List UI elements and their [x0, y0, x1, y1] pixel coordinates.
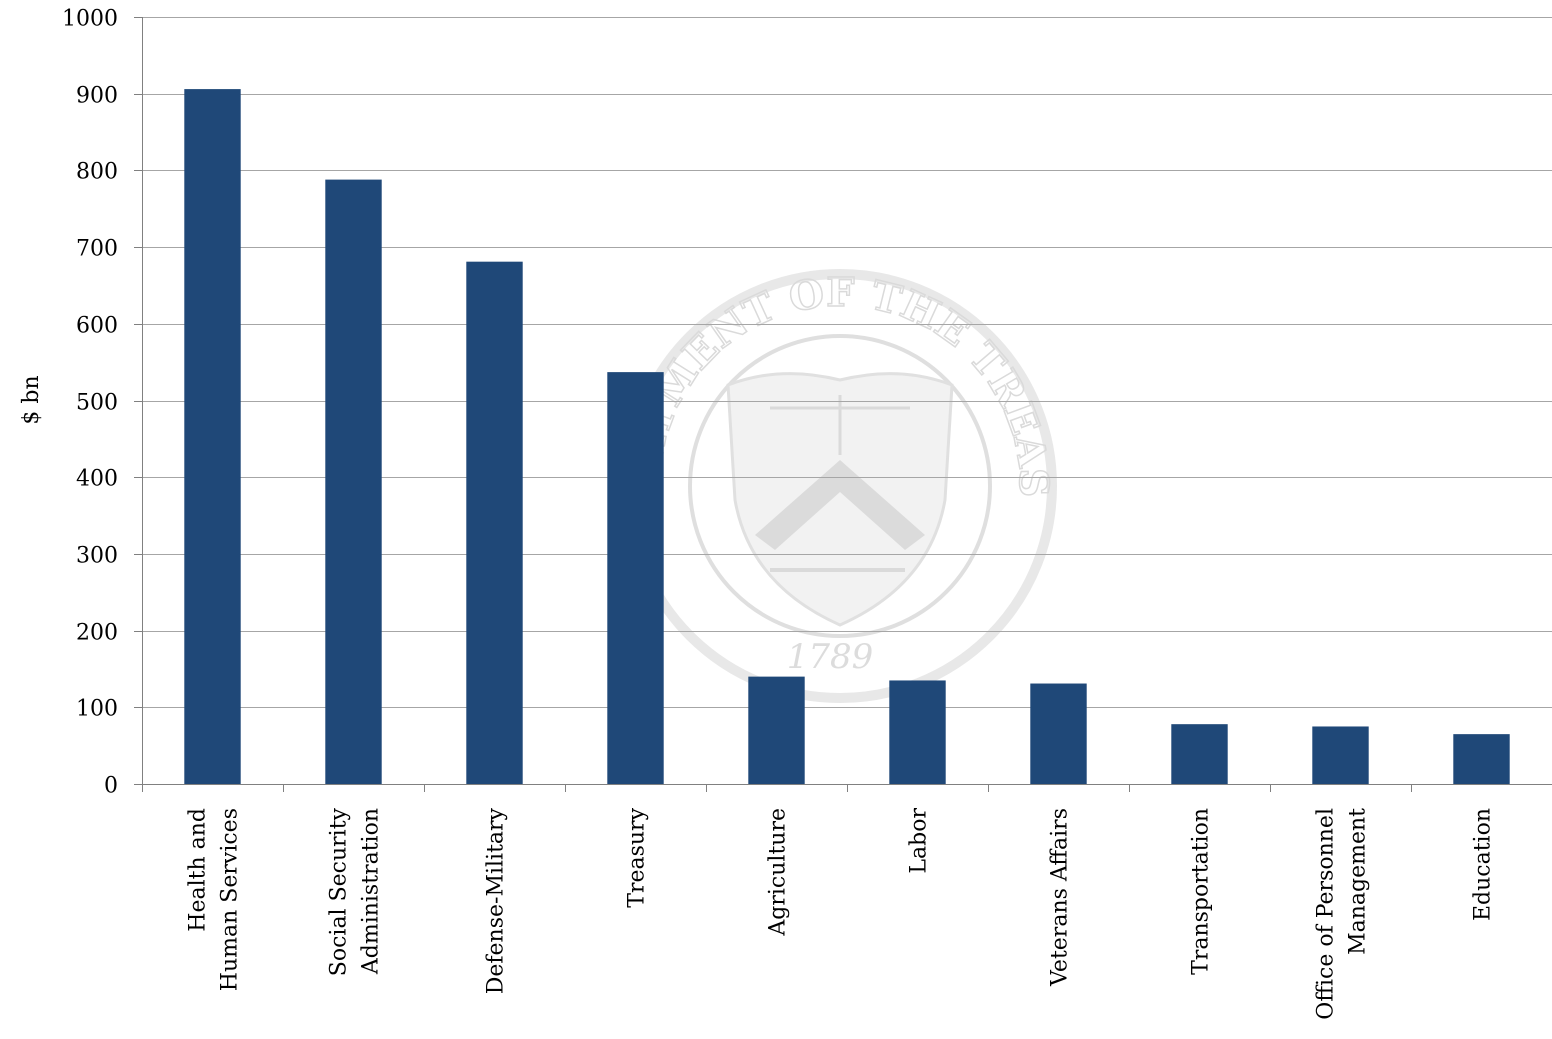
- y-tick-label: 200: [76, 621, 118, 646]
- x-category-label-line: Defense-Military: [484, 807, 509, 994]
- x-category-label: Education: [1471, 808, 1496, 921]
- x-category-label-line: Social Security: [327, 807, 352, 976]
- bar: [1030, 683, 1087, 784]
- bar: [184, 89, 241, 784]
- bar: [1171, 724, 1228, 784]
- x-category-label: Labor: [907, 808, 932, 874]
- bar: [466, 261, 523, 785]
- y-tick-label: 800: [76, 160, 118, 185]
- axes: [134, 17, 1552, 792]
- seal-chevron: [755, 460, 925, 550]
- x-category-label-line: Labor: [907, 808, 932, 874]
- x-category-label-line: Education: [1471, 808, 1496, 921]
- y-tick-label: 0: [104, 774, 118, 799]
- x-category-labels: Health and Human Services Social Security A…: [186, 807, 1496, 1019]
- y-tick-label: 700: [76, 237, 118, 262]
- y-tick-label: 600: [76, 314, 118, 339]
- bar: [889, 680, 946, 784]
- bar: [607, 372, 664, 784]
- y-tick-label: 900: [76, 84, 118, 109]
- x-category-label: Defense-Military: [484, 807, 509, 994]
- x-category-label-line: Administration: [359, 808, 384, 975]
- seal-shield: [726, 372, 954, 627]
- y-tick-label: 300: [76, 544, 118, 569]
- x-category-label-line: Veterans Affairs: [1048, 808, 1073, 987]
- y-axis-title: $ bn: [19, 375, 44, 424]
- x-category-label-line: Transportation: [1189, 808, 1214, 975]
- x-category-label-line: Treasury: [625, 807, 650, 907]
- x-category-label: Health and Human Services: [186, 808, 243, 991]
- x-category-label-line: Management: [1346, 808, 1371, 955]
- bar: [1453, 734, 1510, 784]
- x-category-label: Transportation: [1189, 808, 1214, 975]
- x-category-label: Office of Personnel Management: [1314, 808, 1371, 1020]
- x-category-label-line: Office of Personnel: [1314, 808, 1339, 1020]
- y-tick-label: 1000: [62, 7, 118, 32]
- x-category-label: Agriculture: [766, 808, 791, 937]
- seal-inner-ring: [688, 334, 992, 638]
- bar: [325, 179, 382, 784]
- x-category-label-line: Agriculture: [766, 808, 791, 937]
- y-tick-label: 500: [76, 391, 118, 416]
- x-category-label-line: Human Services: [218, 808, 243, 991]
- bars: [184, 89, 1510, 785]
- bar: [1312, 726, 1369, 784]
- seal-year: 1789: [787, 637, 874, 677]
- y-tick-label: 100: [76, 697, 118, 722]
- bar: [748, 676, 805, 784]
- x-category-label: Social Security Administration: [327, 807, 384, 976]
- y-tick-label: 400: [76, 467, 118, 492]
- treasury-seal-watermark: DEPARTMENT OF THE TREASURY 1789: [0, 0, 1058, 703]
- x-category-label: Veterans Affairs: [1048, 808, 1073, 987]
- y-tick-labels: 0 100 200 300 400 500 600 700 800 900 1000: [62, 7, 118, 799]
- x-category-label: Treasury: [625, 807, 650, 907]
- x-category-label-line: Health and: [186, 808, 211, 932]
